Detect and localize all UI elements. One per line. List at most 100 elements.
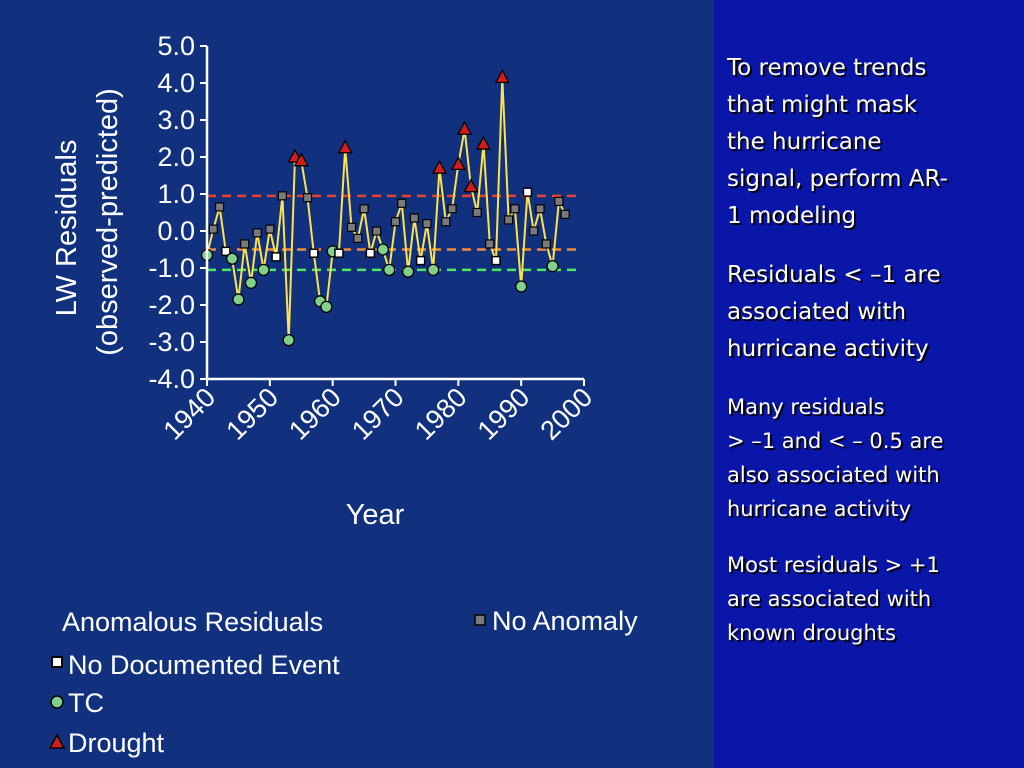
marker-no-anomaly [359,204,369,214]
marker-tc [225,252,239,265]
marker-no-anomaly [302,193,313,203]
marker-no-anomaly [409,213,419,223]
x-axis-label: Year [346,499,405,531]
y-tick-label: 2.0 [157,142,195,172]
axes [205,46,584,381]
legend-drought-label: Drought [68,728,165,758]
legend-no-anomaly-label: No Anomaly [492,606,638,636]
marker-no-anomaly [535,204,545,214]
residual-series-line [206,77,567,341]
marker-drought [450,156,466,171]
note-line: Residuals < –1 are [727,262,941,288]
marker-no-anomaly [422,219,432,229]
note-line: signal, perform AR- [727,166,948,192]
note-line: hurricane activity [727,497,912,521]
x-tick-label: 1950 [220,382,284,446]
marker-no-anomaly [397,198,407,208]
marker-no-anomaly [472,207,482,218]
x-tick-label: 1960 [283,382,347,446]
y-tick-label: -2.0 [148,290,195,320]
note-line: known droughts [727,621,896,645]
marker-no-documented-event [522,187,533,197]
marker-no-anomaly [447,204,457,214]
note-line: Many residuals [727,395,885,419]
marker-tc [515,280,528,293]
legend-tc-label: TC [68,688,104,718]
y-tick-label: 1.0 [157,179,195,209]
marker-drought [475,135,492,150]
note-line: 1 modeling [727,203,857,229]
marker-no-anomaly [240,239,250,249]
marker-no-anomaly [541,239,551,249]
marker-no-anomaly [208,224,218,234]
marker-no-anomaly [353,233,363,243]
note-line: associated with [727,299,907,325]
marker-tc [383,263,396,277]
marker-tc [282,333,295,347]
residual-markers [200,69,570,347]
marker-tc [427,263,440,277]
legend-no-anomaly-marker [474,614,486,626]
marker-no-anomaly [346,222,357,232]
marker-tc [401,265,415,278]
y-axis-ticks: 5.0 4.0 3.0 2.0 1.0 0.0 -1.0 -2.0 -3.0 -4.0 [148,31,207,394]
marker-no-documented-event [271,252,281,262]
note-line: also associated with [727,463,940,487]
marker-no-anomaly [504,215,514,225]
x-tick-label: 2000 [535,382,599,446]
note-line: hurricane activity [727,336,929,362]
y-tick-label: -3.0 [148,327,195,357]
residuals-chart: 5.0 4.0 3.0 2.0 1.0 0.0 -1.0 -2.0 -3.0 -4.0 1940 1… [48,31,638,758]
legend-no-documented-event-marker [51,656,63,668]
note-line: that might mask [727,92,918,118]
marker-drought [337,139,353,154]
note-line: To remove trends [727,55,927,81]
marker-no-anomaly [560,209,570,219]
marker-tc [257,263,270,277]
marker-no-anomaly [372,226,382,236]
marker-no-anomaly [529,226,539,236]
y-tick-label: 3.0 [157,105,195,135]
marker-no-anomaly [252,228,262,238]
marker-no-anomaly [441,217,451,227]
marker-no-anomaly [554,196,564,206]
y-tick-label: -1.0 [148,253,195,283]
marker-no-anomaly [485,239,495,249]
y-axis-label-line1: LW Residuals [51,140,83,317]
marker-no-documented-event [365,248,376,258]
note-below-minus-one: Residuals < –1 are associated with hurri… [727,257,1012,368]
x-axis-ticks: 1940 1950 1960 1970 1980 1990 2000 [158,379,599,446]
x-tick-label: 1980 [409,382,473,446]
note-between-thresholds: Many residuals > –1 and < – 0.5 are also… [727,390,1012,526]
y-tick-label: -4.0 [148,364,195,394]
marker-drought [431,159,448,174]
marker-drought [463,178,479,193]
note-line: > –1 and < – 0.5 are [727,429,944,453]
marker-tc [376,243,390,256]
x-tick-label: 1970 [346,382,410,446]
marker-no-anomaly [510,204,520,214]
note-line: are associated with [727,587,932,611]
y-axis-label-line2: (observed-predicted) [92,88,124,356]
legend: Anomalous Residuals No Anomaly No Docume… [48,606,638,758]
marker-no-documented-event [334,248,344,258]
marker-no-documented-event [415,255,426,266]
marker-no-anomaly [277,191,287,201]
legend-drought-marker [48,733,66,749]
note-line: the hurricane [727,129,882,155]
note-line: Most residuals > +1 [727,553,940,577]
legend-no-documented-event-label: No Documented Event [68,650,340,680]
y-tick-label: 4.0 [157,68,195,98]
marker-tc [244,276,258,289]
marker-drought [494,69,510,84]
legend-title: Anomalous Residuals [62,607,323,637]
slide-notes: To remove trends that might mask the hur… [727,50,1012,672]
y-tick-label: 5.0 [157,31,195,61]
marker-no-anomaly [390,217,401,227]
marker-no-documented-event [491,255,501,266]
marker-drought [293,152,309,167]
marker-no-documented-event [221,246,231,257]
marker-tc [320,300,333,314]
x-tick-label: 1990 [472,382,536,446]
